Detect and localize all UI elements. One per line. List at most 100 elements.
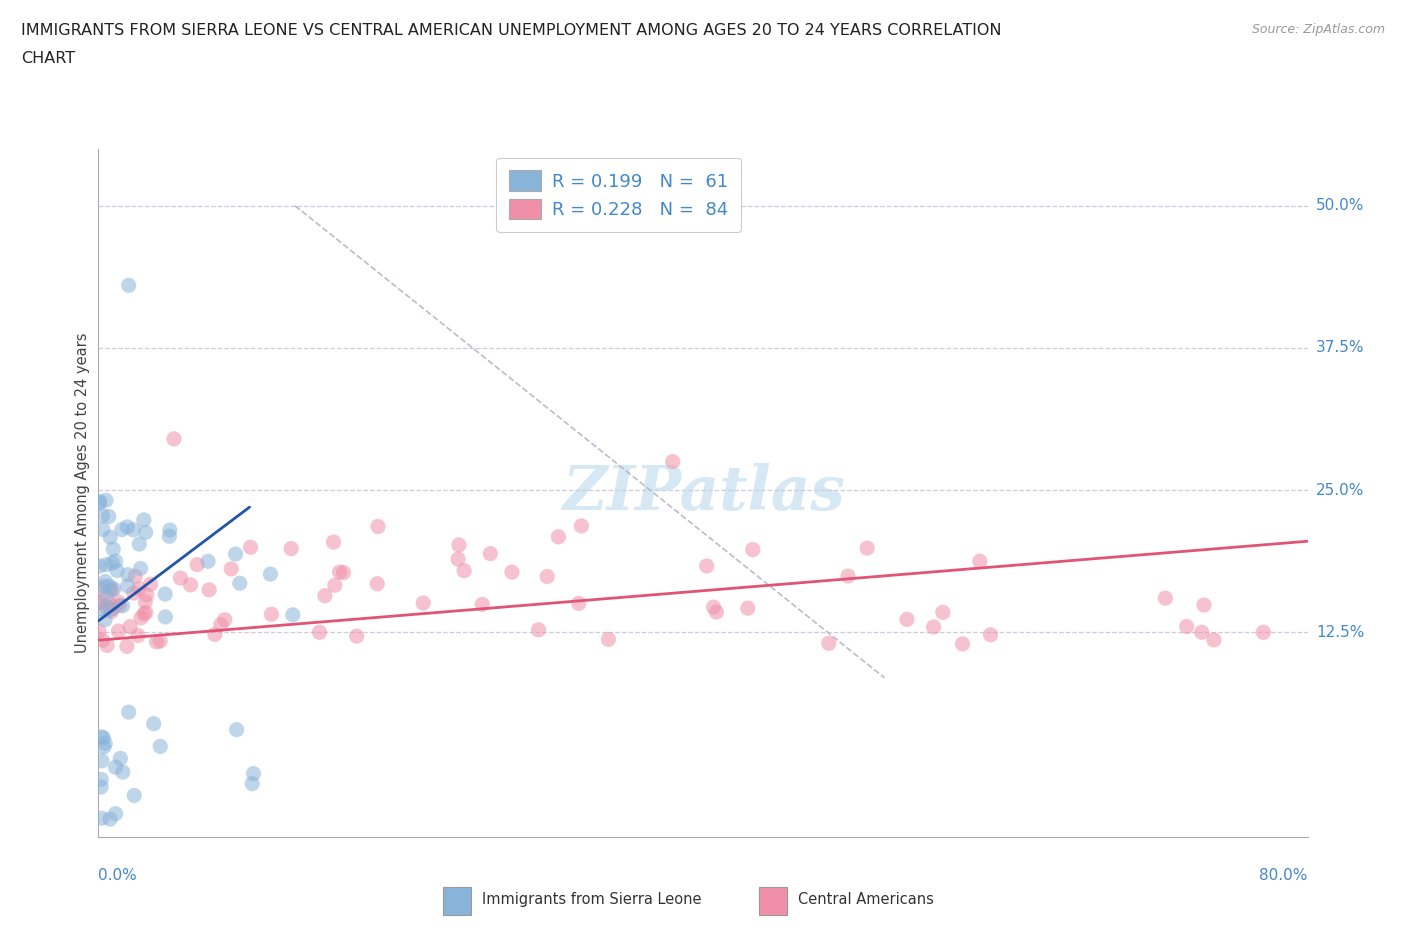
Point (198, 582, 221, 597)
Point (837, 568, 859, 583)
Point (447, 538, 470, 552)
Point (209, 618, 232, 632)
Point (239, 539, 262, 554)
Point (111, 764, 134, 779)
Point (142, 716, 165, 731)
Point (100, 582, 122, 597)
Point (1154, 591, 1177, 605)
Point (163, 432, 186, 446)
Point (90, 595, 112, 610)
Point (96, 638, 118, 653)
Point (149, 739, 172, 754)
Point (89, 496, 111, 511)
Point (94, 574, 117, 589)
Point (104, 806, 127, 821)
Point (90, 772, 112, 787)
Point (96, 600, 118, 615)
Point (89, 559, 111, 574)
Point (122, 586, 145, 601)
Text: 25.0%: 25.0% (1316, 483, 1364, 498)
Point (94, 557, 117, 572)
Point (135, 525, 157, 539)
Point (100, 602, 122, 617)
Point (93, 730, 115, 745)
Point (702, 600, 724, 615)
Legend: R = 0.199   N =  61, R = 0.228   N =  84: R = 0.199 N = 61, R = 0.228 N = 84 (496, 158, 741, 232)
Point (412, 595, 434, 610)
Point (94, 736, 117, 751)
Point (107, 624, 129, 639)
Point (922, 619, 945, 634)
Point (969, 553, 991, 568)
Point (111, 522, 134, 537)
Text: 37.5%: 37.5% (1316, 340, 1364, 355)
Point (323, 578, 346, 592)
Point (1202, 632, 1225, 647)
Point (90, 581, 112, 596)
Text: 80.0%: 80.0% (1260, 868, 1308, 883)
Point (169, 570, 191, 585)
Point (155, 609, 177, 624)
Point (281, 607, 304, 622)
Point (447, 551, 470, 566)
Text: Central Americans: Central Americans (799, 892, 934, 908)
Point (741, 542, 763, 557)
Point (97, 509, 120, 524)
Point (101, 601, 124, 616)
Text: Immigrants from Sierra Leone: Immigrants from Sierra Leone (481, 892, 702, 908)
Point (90, 779, 112, 794)
Point (98, 583, 121, 598)
Point (471, 597, 494, 612)
Point (128, 581, 150, 596)
Point (108, 598, 131, 613)
Point (817, 636, 839, 651)
Point (308, 625, 330, 640)
Point (128, 537, 150, 551)
Point (149, 633, 172, 648)
Point (479, 546, 502, 561)
Point (259, 566, 281, 581)
Point (132, 512, 155, 527)
Point (90, 729, 112, 744)
Point (568, 596, 591, 611)
Point (91, 522, 114, 537)
Point (501, 565, 523, 579)
Point (94, 612, 117, 627)
Point (107, 595, 129, 610)
Point (332, 565, 354, 580)
Point (598, 632, 620, 647)
Point (100, 597, 122, 612)
Point (124, 569, 146, 584)
Point (219, 562, 242, 577)
Point (280, 541, 302, 556)
Point (314, 589, 336, 604)
Point (225, 723, 247, 737)
Point (90, 601, 112, 616)
Point (104, 760, 127, 775)
Point (105, 563, 128, 578)
Point (96, 589, 118, 604)
Point (89, 494, 111, 509)
Point (1192, 598, 1215, 613)
Point (139, 577, 162, 591)
Point (135, 588, 157, 603)
Point (101, 555, 124, 570)
Point (214, 612, 236, 627)
Point (118, 705, 141, 720)
Point (696, 559, 718, 574)
Text: Source: ZipAtlas.com: Source: ZipAtlas.com (1251, 23, 1385, 36)
Point (932, 605, 955, 620)
Point (110, 751, 132, 765)
Point (122, 788, 145, 803)
Point (453, 564, 475, 578)
Point (661, 454, 683, 469)
Point (980, 628, 1002, 643)
Text: IMMIGRANTS FROM SIERRA LEONE VS CENTRAL AMERICAN UNEMPLOYMENT AMONG AGES 20 TO 2: IMMIGRANTS FROM SIERRA LEONE VS CENTRAL … (21, 23, 1001, 38)
Point (115, 639, 138, 654)
Point (329, 565, 352, 579)
Point (103, 581, 125, 596)
Y-axis label: Unemployment Among Ages 20 to 24 years: Unemployment Among Ages 20 to 24 years (75, 333, 90, 653)
Point (366, 577, 388, 591)
FancyBboxPatch shape (443, 887, 471, 915)
Point (571, 519, 593, 534)
